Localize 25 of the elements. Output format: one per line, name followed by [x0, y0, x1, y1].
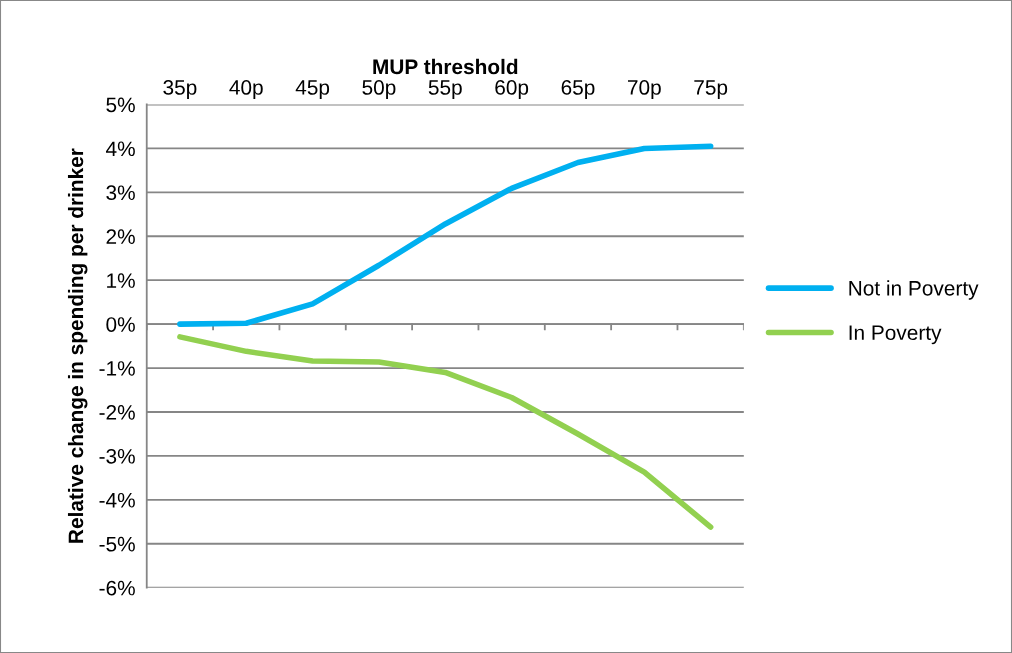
x-tick-label: 55p	[428, 80, 462, 99]
y-tick-label: -4%	[99, 492, 135, 508]
y-axis-title: Relative change in spending per drinker	[67, 148, 88, 543]
y-tick-label: 3%	[106, 185, 135, 201]
y-tick-label: -5%	[99, 536, 135, 552]
y-tick-label: -2%	[99, 404, 135, 420]
y-tick-label: -3%	[99, 448, 135, 464]
y-tick-label: 5%	[106, 97, 135, 113]
x-tick-label: 40p	[229, 80, 263, 99]
x-tick-label: 65p	[561, 80, 595, 99]
x-tick-label: 75p	[694, 80, 728, 99]
y-tick-label: -1%	[99, 361, 135, 376]
legend-label: Not in Poverty	[849, 280, 979, 300]
x-tick-label: 60p	[495, 80, 529, 99]
y-tick-label: 0%	[106, 317, 135, 332]
y-tick-label: 1%	[107, 273, 135, 288]
x-tick-label: 70p	[628, 80, 661, 99]
x-axis-title: MUP threshold	[373, 58, 518, 75]
y-tick-label: 4%	[106, 141, 135, 157]
x-tick-label: 35p	[163, 80, 197, 99]
y-tick-label: -6%	[99, 580, 135, 596]
y-tick-label: 2%	[106, 229, 135, 244]
legend-label: In Poverty	[849, 325, 942, 345]
x-tick-label: 45p	[295, 80, 330, 99]
x-tick-label: 50p	[362, 80, 396, 99]
